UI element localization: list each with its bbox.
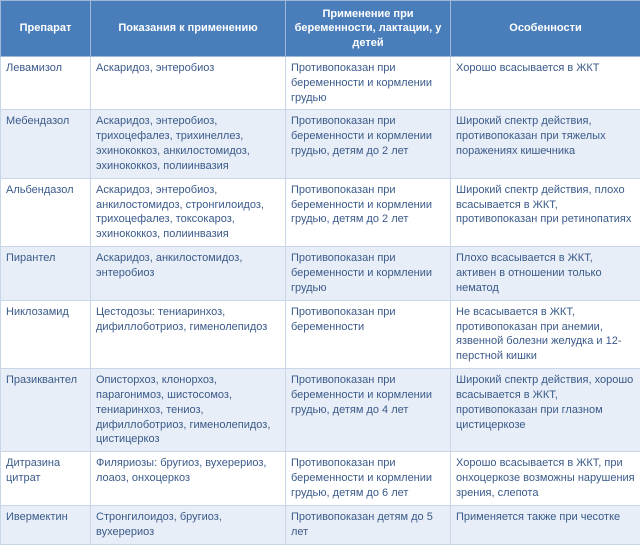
cell-drug: Пирантел	[1, 247, 91, 301]
cell-usage: Противопоказан при беременности и кормле…	[286, 452, 451, 506]
col-header-drug: Препарат	[1, 1, 91, 57]
table-row: ИвермектинСтронгилоидоз, бругиоз, вухере…	[1, 505, 640, 544]
col-header-indications: Показания к применению	[91, 1, 286, 57]
table-row: НиклозамидЦестодозы: тениаринхоз, дифилл…	[1, 300, 640, 368]
cell-indications: Аскаридоз, анкилостомидоз, энтеробиоз	[91, 247, 286, 301]
table-row: ЛевамизолАскаридоз, энтеробиозПротивопок…	[1, 56, 640, 110]
cell-indications: Филяриозы: бругиоз, вухерериоз, лоаоз, о…	[91, 452, 286, 506]
cell-notes: Широкий спектр действия, противопоказан …	[451, 110, 640, 178]
cell-indications: Стронгилоидоз, бругиоз, вухерериоз	[91, 505, 286, 544]
cell-notes: Широкий спектр действия, хорошо всасывае…	[451, 369, 640, 452]
cell-indications: Цестодозы: тениаринхоз, дифиллоботриоз, …	[91, 300, 286, 368]
cell-usage: Противопоказан детям до 5 лет	[286, 505, 451, 544]
table-row: Дитразина цитратФиляриозы: бругиоз, вухе…	[1, 452, 640, 506]
cell-notes: Широкий спектр действия, плохо всасывает…	[451, 178, 640, 246]
cell-drug: Дитразина цитрат	[1, 452, 91, 506]
cell-usage: Противопоказан при беременности и кормле…	[286, 247, 451, 301]
table-header-row: Препарат Показания к применению Применен…	[1, 1, 640, 57]
cell-drug: Никлозамид	[1, 300, 91, 368]
table-row: МебендазолАскаридоз, энтеробиоз, трихоце…	[1, 110, 640, 178]
table-row: ПирантелАскаридоз, анкилостомидоз, энтер…	[1, 247, 640, 301]
col-header-notes: Особенности	[451, 1, 640, 57]
cell-drug: Альбендазол	[1, 178, 91, 246]
cell-indications: Аскаридоз, энтеробиоз	[91, 56, 286, 110]
cell-indications: Описторхоз, клонорхоз, парагонимоз, шист…	[91, 369, 286, 452]
cell-usage: Противопоказан при беременности и кормле…	[286, 369, 451, 452]
cell-notes: Хорошо всасывается в ЖКТ	[451, 56, 640, 110]
drug-table: Препарат Показания к применению Применен…	[0, 0, 640, 545]
cell-usage: Противопоказан при беременности и кормле…	[286, 178, 451, 246]
cell-drug: Ивермектин	[1, 505, 91, 544]
cell-drug: Мебендазол	[1, 110, 91, 178]
table-row: АльбендазолАскаридоз, энтеробиоз, анкило…	[1, 178, 640, 246]
cell-usage: Противопоказан при беременности и кормле…	[286, 56, 451, 110]
cell-notes: Применяется также при чесотке	[451, 505, 640, 544]
cell-drug: Празиквантел	[1, 369, 91, 452]
cell-notes: Хорошо всасывается в ЖКТ, при онхоцеркоз…	[451, 452, 640, 506]
table-row: ПразиквантелОписторхоз, клонорхоз, параг…	[1, 369, 640, 452]
cell-drug: Левамизол	[1, 56, 91, 110]
col-header-usage: Применение при беременности, лактации, у…	[286, 1, 451, 57]
cell-indications: Аскаридоз, энтеробиоз, анкилостомидоз, с…	[91, 178, 286, 246]
cell-usage: Противопоказан при беременности	[286, 300, 451, 368]
cell-notes: Не всасывается в ЖКТ, противопоказан при…	[451, 300, 640, 368]
cell-notes: Плохо всасывается в ЖКТ, активен в отнош…	[451, 247, 640, 301]
cell-indications: Аскаридоз, энтеробиоз, трихоцефалез, три…	[91, 110, 286, 178]
cell-usage: Противопоказан при беременности и кормле…	[286, 110, 451, 178]
